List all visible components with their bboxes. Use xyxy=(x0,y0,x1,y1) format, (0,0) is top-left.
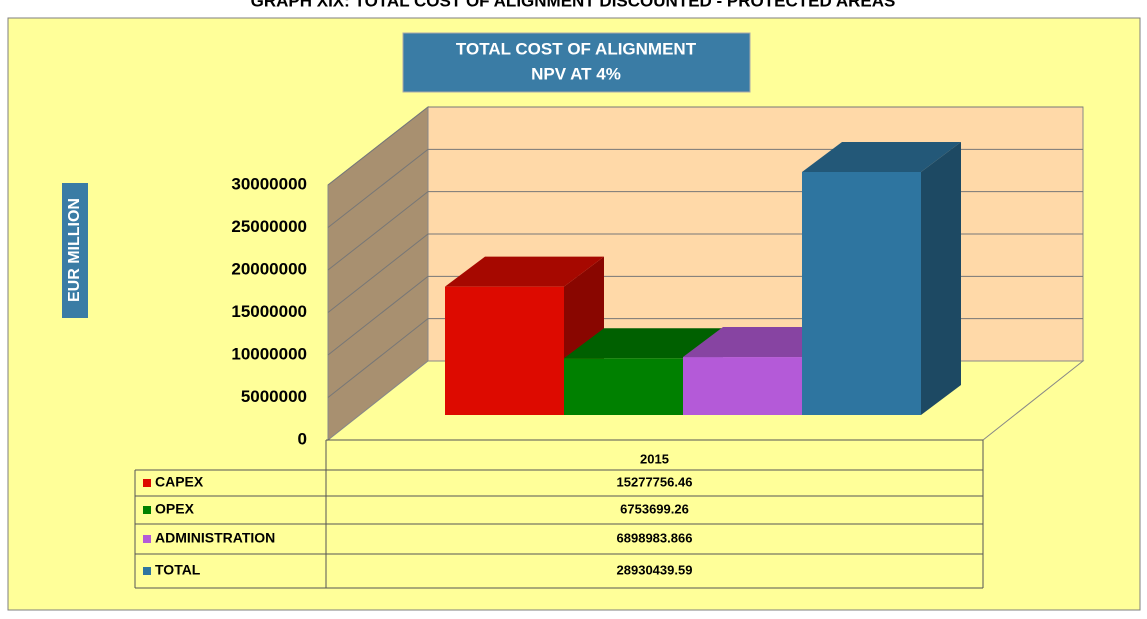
table-value: 28930439.59 xyxy=(617,562,693,577)
y-label-box xyxy=(62,183,88,318)
legend-swatch xyxy=(143,567,151,575)
legend-swatch xyxy=(143,479,151,487)
y-tick-label: 10000000 xyxy=(231,344,307,363)
y-tick-label: 30000000 xyxy=(231,174,307,193)
legend-label: OPEX xyxy=(155,501,195,517)
grid-line xyxy=(327,106,1083,186)
legend-swatch xyxy=(143,506,151,514)
y-tick-label: 15000000 xyxy=(231,302,307,321)
bar xyxy=(564,358,683,415)
legend-label: ADMINISTRATION xyxy=(155,530,275,546)
y-tick-label: 20000000 xyxy=(231,259,307,278)
table-value: 15277756.46 xyxy=(617,474,693,489)
bar-top xyxy=(445,256,604,287)
chart-title: TOTAL COST OF ALIGNMENT xyxy=(456,39,697,58)
bar-top xyxy=(564,328,723,359)
title-box xyxy=(402,32,751,93)
legend-label: CAPEX xyxy=(155,474,204,490)
bar-side xyxy=(921,141,961,415)
legend-swatch xyxy=(143,535,151,543)
chart-subtitle: NPV AT 4% xyxy=(531,64,621,83)
y-tick-label: 0 xyxy=(298,429,307,448)
bar xyxy=(802,171,921,415)
legend-label: TOTAL xyxy=(155,562,201,578)
y-tick-label: 5000000 xyxy=(241,387,307,406)
x-tick-label: 2015 xyxy=(640,451,669,466)
y-axis-label: EUR MILLION xyxy=(66,198,83,302)
bar xyxy=(445,286,564,415)
table-value: 6753699.26 xyxy=(620,501,689,516)
y-tick-label: 25000000 xyxy=(231,217,307,236)
page-header: GRAPH XIX: TOTAL COST OF ALIGNMENT DISCO… xyxy=(251,0,896,10)
bar-top xyxy=(802,141,961,172)
table-value: 6898983.866 xyxy=(617,530,693,545)
bar xyxy=(683,357,802,415)
